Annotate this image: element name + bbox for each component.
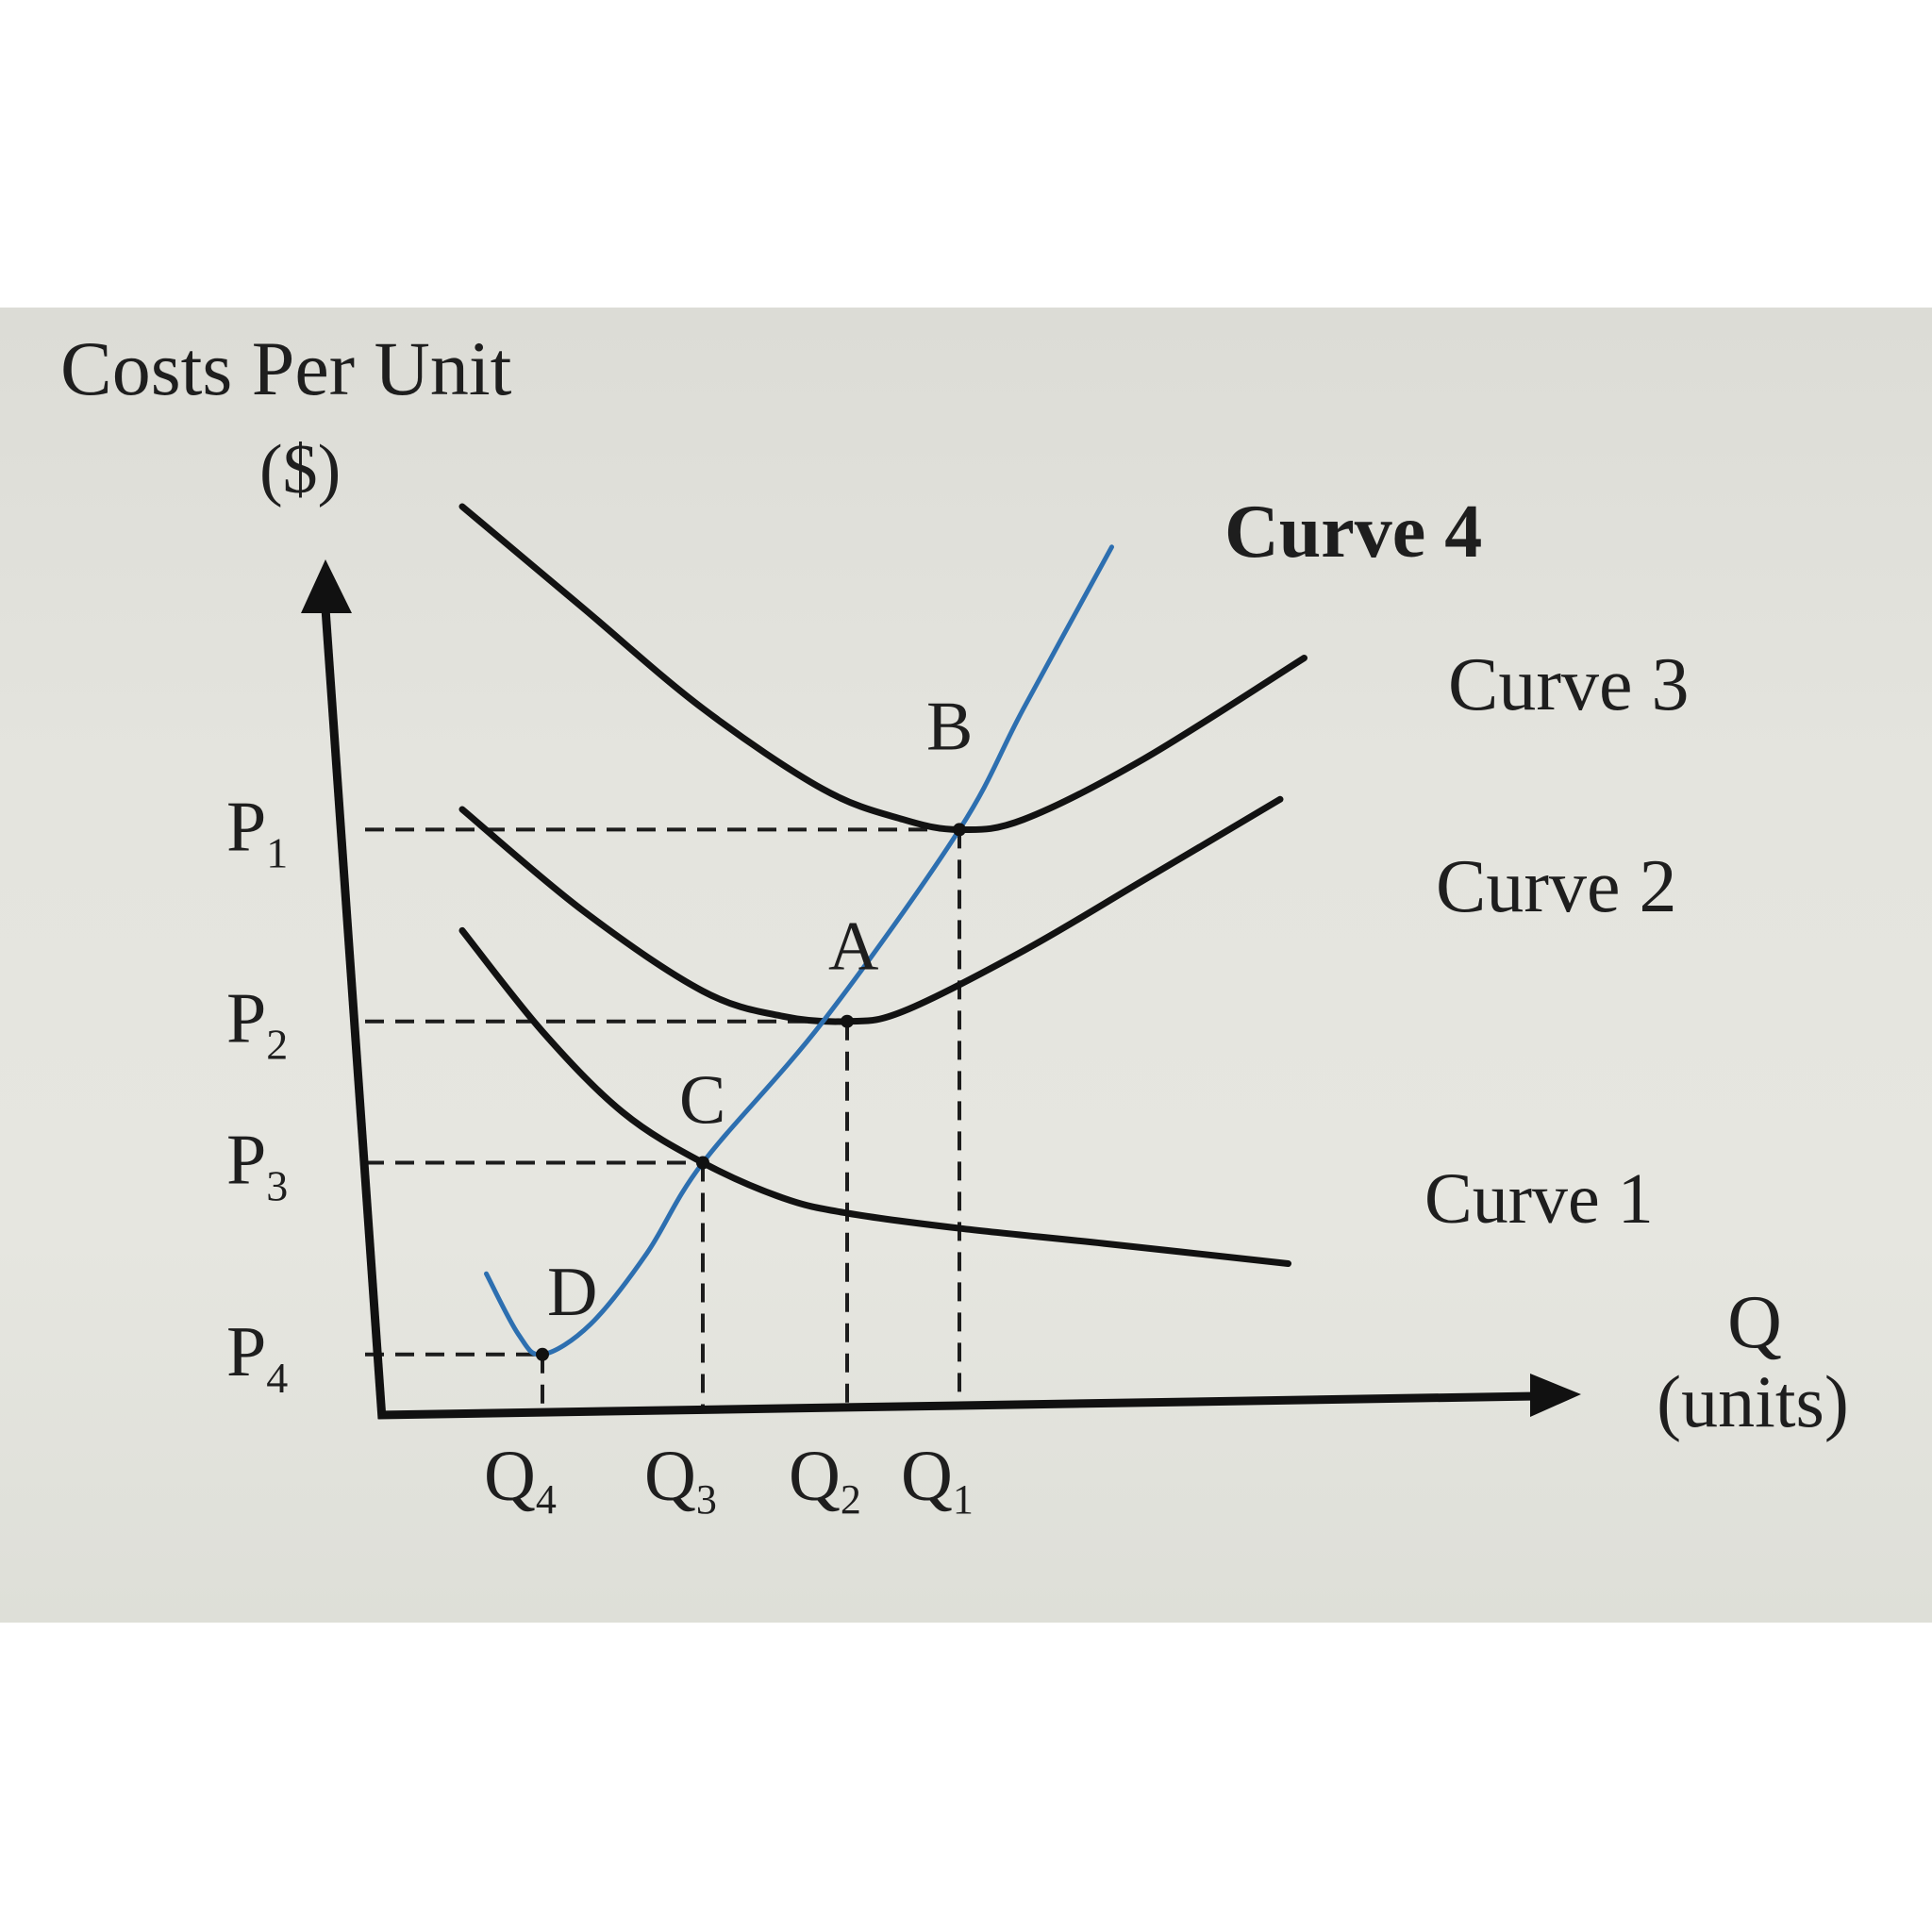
point-label-c: C: [679, 1062, 725, 1140]
x-tick-base: Q: [484, 1437, 536, 1516]
x-tick-sub: 2: [841, 1476, 861, 1523]
y-tick-label-p2: P2: [226, 979, 288, 1069]
point-labels: A B C D: [536, 688, 973, 1361]
series-label-curve-2: Curve 2: [1436, 845, 1677, 928]
y-tick-label-p1: P1: [226, 787, 288, 876]
y-tick-sub: 1: [266, 828, 288, 876]
point-marker-d: [536, 1347, 549, 1361]
point-marker-b: [953, 823, 966, 837]
y-tick-sub: 4: [266, 1354, 288, 1402]
y-tick-base: P: [226, 787, 266, 866]
y-tick-base: P: [226, 1312, 266, 1391]
y-axis-line: [321, 608, 387, 1420]
x-tick-label-q3: Q3: [644, 1437, 717, 1523]
x-axis-label-line1: Q: [1727, 1281, 1782, 1364]
x-tick-base: Q: [901, 1437, 953, 1516]
y-tick-label-p4: P4: [226, 1312, 288, 1402]
x-axis-line: [377, 1391, 1537, 1420]
series-labels: Curve 1 Curve 2 Curve 3 Curve 4: [1224, 491, 1690, 1239]
y-tick-base: P: [226, 1121, 266, 1200]
curves: [458, 503, 1307, 1357]
axes: [301, 559, 1581, 1420]
point-marker-c: [696, 1156, 709, 1170]
x-tick-label-q4: Q4: [484, 1437, 557, 1523]
series-label-curve-1: Curve 1: [1424, 1159, 1654, 1239]
x-tick-sub: 4: [536, 1476, 557, 1523]
series-label-curve-4: Curve 4: [1224, 491, 1482, 574]
x-tick-base: Q: [644, 1437, 696, 1516]
y-tick-sub: 3: [266, 1162, 288, 1210]
y-tick-label-p3: P3: [226, 1121, 288, 1210]
x-tick-base: Q: [789, 1437, 841, 1516]
x-tick-sub: 1: [953, 1476, 974, 1523]
point-label-b: B: [926, 688, 973, 765]
y-axis-label-line1: Costs Per Unit: [60, 325, 512, 411]
point-marker-a: [841, 1014, 854, 1028]
point-label-a: A: [828, 908, 878, 986]
y-tick-sub: 2: [266, 1021, 288, 1069]
x-tick-label-q1: Q1: [901, 1437, 974, 1523]
series-label-curve-3: Curve 3: [1448, 643, 1690, 726]
point-label-d: D: [547, 1254, 597, 1331]
series-line-curve-1: [458, 926, 1291, 1267]
x-axis-label-line2: (units): [1657, 1360, 1849, 1442]
y-axis-label-line2: ($): [259, 431, 341, 508]
x-axis-arrowhead: [1530, 1374, 1581, 1417]
y-tick-base: P: [226, 979, 266, 1058]
x-tick-label-q2: Q2: [789, 1437, 861, 1523]
y-axis-arrowhead: [301, 559, 352, 613]
series-line-curve-3: [458, 503, 1307, 833]
x-tick-sub: 3: [696, 1476, 717, 1523]
